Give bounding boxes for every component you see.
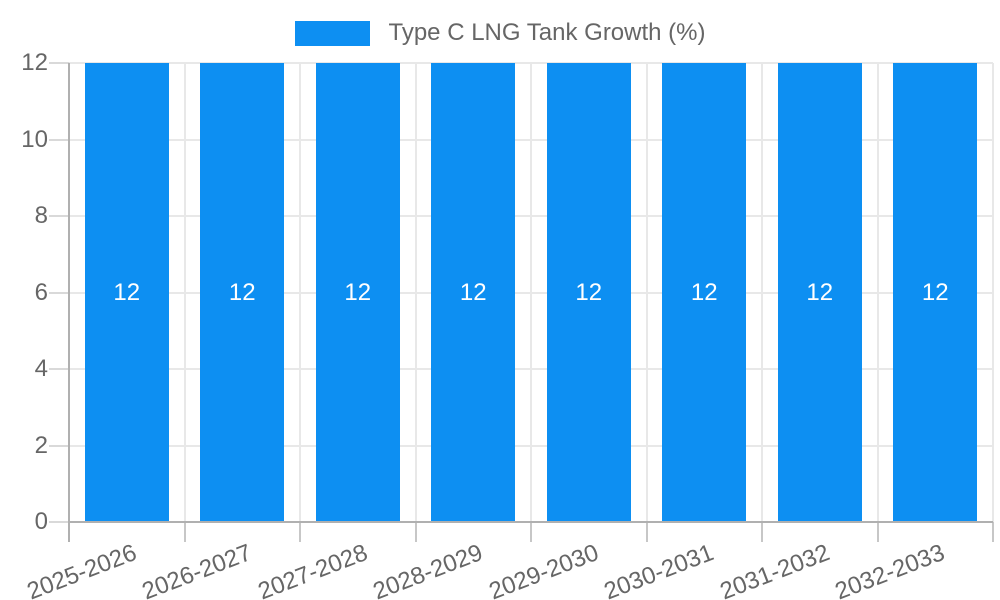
bar-value-label: 12	[575, 278, 603, 306]
bar	[431, 63, 516, 522]
bar-value-label: 12	[228, 278, 256, 306]
x-axis-tick	[183, 522, 186, 542]
y-axis-tick	[49, 138, 69, 141]
y-axis-tick	[49, 62, 69, 64]
y-tick-label: 4	[34, 355, 48, 382]
gridline-vertical	[645, 63, 648, 522]
x-axis-tick	[992, 522, 994, 542]
x-axis-tick	[876, 522, 879, 542]
y-axis-tick	[49, 521, 69, 523]
legend-swatch-icon	[294, 20, 370, 46]
legend-label: Type C LNG Tank Growth (%)	[388, 19, 706, 46]
x-axis-tick	[68, 522, 70, 542]
bar	[315, 63, 400, 522]
bar-value-label: 12	[459, 278, 487, 306]
bar-value-label: 12	[921, 278, 949, 306]
y-axis-tick	[49, 444, 69, 447]
x-axis-tick	[645, 522, 648, 542]
bar	[777, 63, 862, 522]
y-tick-label: 12	[21, 49, 48, 76]
bar-value-label: 12	[113, 278, 141, 306]
x-axis-tick	[530, 522, 532, 542]
bar	[662, 63, 747, 522]
y-axis-line	[68, 63, 70, 522]
x-axis-tick	[299, 522, 301, 542]
bar-value-label: 12	[806, 278, 834, 306]
gridline-vertical	[183, 63, 186, 522]
x-axis-line	[69, 521, 993, 523]
y-axis-tick	[49, 215, 69, 217]
gridline-vertical	[299, 63, 301, 522]
gridline-vertical	[761, 63, 763, 522]
y-axis-tick	[49, 291, 69, 294]
bar-value-label: 12	[344, 278, 372, 306]
y-tick-label: 2	[34, 431, 48, 459]
bar	[893, 63, 978, 522]
gridline-vertical	[876, 63, 879, 522]
x-axis-tick	[414, 522, 417, 542]
y-tick-label: 6	[34, 278, 48, 306]
bar	[200, 63, 285, 522]
bar-value-label: 12	[690, 278, 718, 306]
legend: Type C LNG Tank Growth (%)	[0, 18, 1000, 48]
gridline-vertical	[414, 63, 417, 522]
gridline-vertical	[530, 63, 532, 522]
x-axis-tick	[761, 522, 763, 542]
y-tick-label: 0	[34, 508, 48, 535]
gridline-vertical	[992, 63, 994, 522]
legend-item[interactable]: Type C LNG Tank Growth (%)	[294, 18, 706, 48]
y-tick-label: 8	[34, 202, 48, 229]
bar	[84, 63, 169, 522]
y-axis-tick	[49, 368, 69, 370]
y-tick-label: 10	[21, 125, 48, 153]
bar	[546, 63, 631, 522]
